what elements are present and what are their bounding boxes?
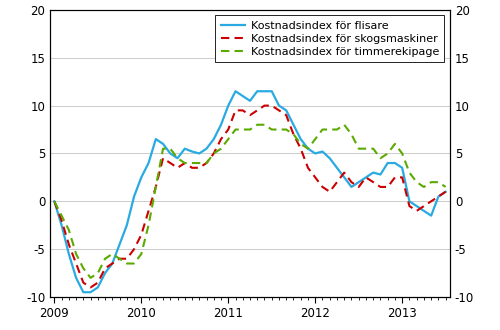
Kostnadsindex för timmerekipage	[442, 185, 448, 189]
Kostnadsindex för skogsmaskiner	[204, 161, 210, 165]
Kostnadsindex för timmerekipage	[153, 185, 159, 189]
Kostnadsindex för timmerekipage	[88, 276, 94, 280]
Kostnadsindex för skogsmaskiner	[442, 190, 448, 194]
Kostnadsindex för flisare	[153, 137, 159, 141]
Kostnadsindex för flisare	[131, 195, 137, 199]
Kostnadsindex för flisare	[204, 147, 210, 150]
Kostnadsindex för flisare	[52, 199, 58, 203]
Kostnadsindex för flisare	[442, 190, 448, 194]
Kostnadsindex för skogsmaskiner	[436, 195, 442, 199]
Kostnadsindex för skogsmaskiner	[262, 104, 268, 108]
Kostnadsindex för skogsmaskiner	[131, 247, 137, 251]
Kostnadsindex för timmerekipage	[204, 161, 210, 165]
Kostnadsindex för flisare	[102, 271, 108, 275]
Line: Kostnadsindex för timmerekipage: Kostnadsindex för timmerekipage	[54, 125, 446, 278]
Kostnadsindex för flisare	[436, 195, 442, 199]
Kostnadsindex för timmerekipage	[131, 261, 137, 265]
Kostnadsindex för timmerekipage	[436, 180, 442, 184]
Kostnadsindex för flisare	[80, 290, 86, 294]
Kostnadsindex för skogsmaskiner	[102, 266, 108, 270]
Kostnadsindex för flisare	[414, 204, 420, 208]
Line: Kostnadsindex för flisare: Kostnadsindex för flisare	[54, 91, 446, 292]
Kostnadsindex för skogsmaskiner	[153, 185, 159, 189]
Kostnadsindex för skogsmaskiner	[414, 209, 420, 213]
Legend: Kostnadsindex för flisare, Kostnadsindex för skogsmaskiner, Kostnadsindex för ti: Kostnadsindex för flisare, Kostnadsindex…	[215, 16, 444, 62]
Kostnadsindex för skogsmaskiner	[52, 199, 58, 203]
Line: Kostnadsindex för skogsmaskiner: Kostnadsindex för skogsmaskiner	[54, 106, 446, 287]
Kostnadsindex för timmerekipage	[102, 257, 108, 261]
Kostnadsindex för skogsmaskiner	[88, 285, 94, 289]
Kostnadsindex för timmerekipage	[254, 123, 260, 127]
Kostnadsindex för timmerekipage	[414, 180, 420, 184]
Kostnadsindex för timmerekipage	[52, 199, 58, 203]
Kostnadsindex för flisare	[232, 89, 238, 93]
